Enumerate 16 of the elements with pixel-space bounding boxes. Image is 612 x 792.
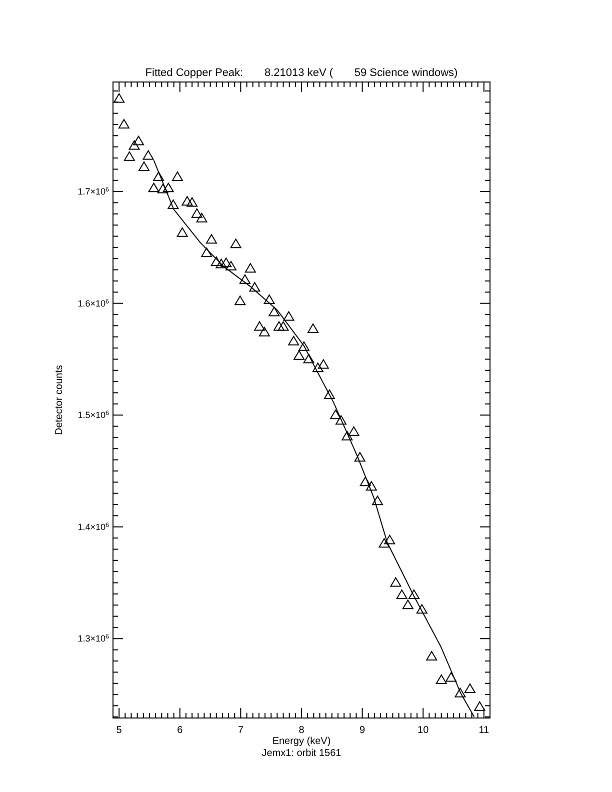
y-axis-title: Detector counts [54, 364, 65, 436]
x-tick-label: 11 [478, 725, 490, 736]
y-tick-label: 1.3×10$^{6}$ [78, 633, 110, 644]
y-tick-label: 1.7×10$^{6}$ [78, 186, 110, 197]
y-tick-label: 1.6×10$^{6}$ [78, 298, 110, 308]
x-axis-title: Energy (keV) [272, 736, 331, 747]
x-tick-label: 8 [298, 725, 305, 736]
chart-title: Fitted Copper Peak: 8.21013 keV ( 59 Science windows) [145, 67, 458, 79]
x-tick-label: 5 [116, 725, 122, 736]
x-tick-label: 7 [238, 725, 244, 736]
x-tick-label: 6 [177, 725, 184, 736]
y-tick-label: 1.5×10$^{6}$ [78, 410, 110, 420]
x-tick-label: 9 [360, 725, 366, 736]
y-tick-label: 1.4×10$^{6}$ [78, 521, 110, 532]
x-tick-label: 10 [418, 725, 430, 736]
text: Jemx1: orbit 1561 [262, 748, 342, 759]
